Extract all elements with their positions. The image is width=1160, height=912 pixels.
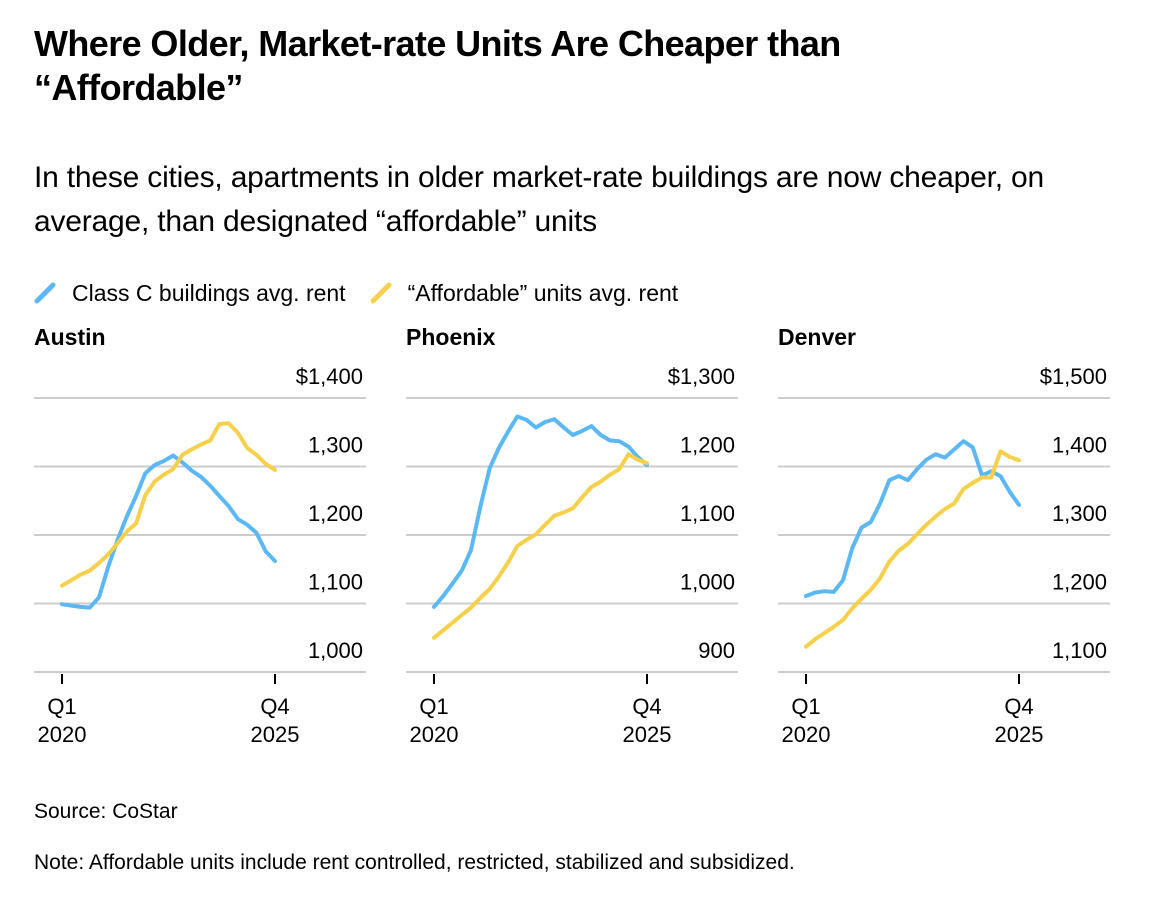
y-tick-label: 1,000 <box>680 570 735 595</box>
legend-item-class-c: Class C buildings avg. rent <box>34 280 346 307</box>
series-line-affordable-denver <box>804 449 1021 649</box>
x-tick-label: 2020 <box>782 722 831 747</box>
y-tick-label: 900 <box>698 638 735 663</box>
source-note: Source: CoStar <box>34 800 178 823</box>
chart-svg-austin: 1,000 1,100 1,200 1,300 $1,400 Q1 2020 Q4 2025 <box>34 364 366 747</box>
series-line-affordable-phoenix <box>432 452 649 640</box>
x-tick-label: 2025 <box>623 722 672 747</box>
x-tick-label: Q1 <box>791 694 820 719</box>
chart-subtitle: In these cities, apartments in older mar… <box>34 161 1044 238</box>
y-tick-label: 1,000 <box>308 638 363 663</box>
panel-phoenix: Phoenix 900 1,000 1,100 1,200 $1,300 Q1 2020 Q4… <box>406 320 738 760</box>
x-tick-label: Q1 <box>419 694 448 719</box>
x-tick-label: 2020 <box>410 722 459 747</box>
legend-swatch-affordable <box>370 282 392 304</box>
series-line-class-c-phoenix <box>432 414 649 609</box>
series-line-class-c-denver <box>804 439 1021 598</box>
line-swatch-icon <box>34 282 56 304</box>
x-tick-label: 2020 <box>38 722 87 747</box>
y-tick-label: 1,400 <box>1052 433 1107 458</box>
series-line-affordable-austin <box>60 421 277 588</box>
y-tick-label: $1,500 <box>1040 364 1107 389</box>
x-tick-label: Q4 <box>260 694 289 719</box>
y-tick-label: 1,300 <box>1052 501 1107 526</box>
legend: Class C buildings avg. rent “Affordable”… <box>34 278 702 308</box>
y-tick-label: 1,100 <box>680 501 735 526</box>
series-line-class-c-austin <box>60 453 277 610</box>
x-tick-label: Q4 <box>1004 694 1033 719</box>
x-tick-label: 2025 <box>251 722 300 747</box>
y-tick-label: $1,400 <box>296 364 363 389</box>
y-tick-label: $1,300 <box>668 364 735 389</box>
chart-svg-phoenix: 900 1,000 1,100 1,200 $1,300 Q1 2020 Q4 2025 <box>406 364 738 747</box>
x-tick-label: Q4 <box>632 694 661 719</box>
legend-item-affordable: “Affordable” units avg. rent <box>370 279 679 307</box>
panel-title: Austin <box>34 324 106 350</box>
x-tick-label: 2025 <box>995 722 1044 747</box>
legend-label: Class C buildings avg. rent <box>72 279 346 306</box>
footnote: Note: Affordable units include rent cont… <box>34 851 795 874</box>
panel-title: Denver <box>778 324 856 350</box>
panel-austin: Austin 1,000 1,100 1,200 1,300 $1,400 Q1 2020 Q… <box>34 320 366 760</box>
chart-title: Where Older, Market-rate Units Are Cheap… <box>34 23 841 108</box>
y-tick-label: 1,200 <box>308 501 363 526</box>
y-tick-label: 1,200 <box>1052 570 1107 595</box>
y-tick-label: 1,100 <box>1052 638 1107 663</box>
y-tick-label: 1,200 <box>680 433 735 458</box>
chart-svg-denver: 1,100 1,200 1,300 1,400 $1,500 Q1 2020 Q4 2025 <box>778 364 1110 747</box>
legend-label: “Affordable” units avg. rent <box>407 279 679 306</box>
panel-title: Phoenix <box>406 324 496 350</box>
y-tick-label: 1,100 <box>308 570 363 595</box>
panel-denver: Denver 1,100 1,200 1,300 1,400 $1,500 Q1 2020 Q… <box>778 320 1110 760</box>
y-tick-label: 1,300 <box>308 433 363 458</box>
line-swatch-icon <box>370 282 392 304</box>
x-tick-label: Q1 <box>47 694 76 719</box>
legend-swatch-class-c <box>34 282 56 304</box>
